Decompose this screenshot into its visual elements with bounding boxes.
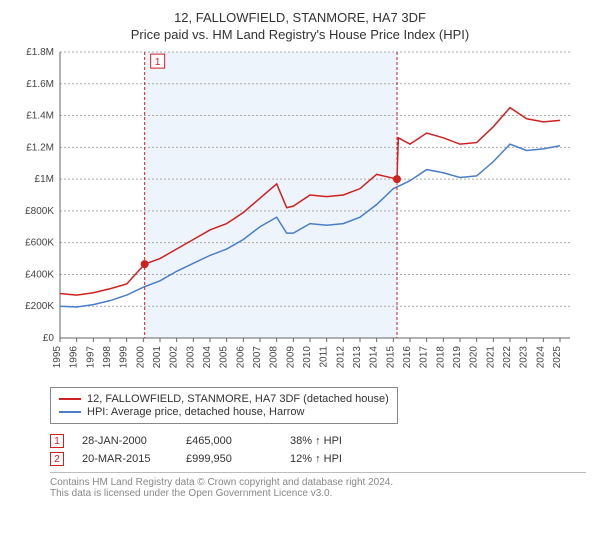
legend-swatch [59,398,81,400]
legend-label: 12, FALLOWFIELD, STANMORE, HA7 3DF (deta… [87,393,389,405]
legend-label: HPI: Average price, detached house, Harr… [87,406,304,418]
svg-text:£1M: £1M [35,174,54,185]
sale-price: £999,950 [186,453,272,465]
svg-text:2015: 2015 [385,346,396,369]
svg-text:1997: 1997 [85,346,96,369]
svg-text:2009: 2009 [285,346,296,369]
legend-row: 12, FALLOWFIELD, STANMORE, HA7 3DF (deta… [59,393,389,405]
svg-text:£600K: £600K [25,238,54,249]
svg-text:2003: 2003 [185,346,196,369]
svg-text:£400K: £400K [25,269,54,280]
svg-text:2016: 2016 [402,346,413,369]
svg-text:2020: 2020 [469,346,480,369]
sale-date: 20-MAR-2015 [82,453,168,465]
svg-text:£0: £0 [43,333,55,344]
sale-badge: 1 [50,434,64,448]
footer-line-1: Contains HM Land Registry data © Crown c… [50,477,586,488]
page-title: 12, FALLOWFIELD, STANMORE, HA7 3DF [14,10,586,25]
legend-row: HPI: Average price, detached house, Harr… [59,406,389,418]
legend: 12, FALLOWFIELD, STANMORE, HA7 3DF (deta… [50,387,398,424]
svg-text:2007: 2007 [252,346,263,369]
svg-text:1998: 1998 [102,346,113,369]
svg-text:1: 1 [155,57,161,68]
svg-text:2008: 2008 [269,346,280,369]
sale-badge: 2 [50,452,64,466]
svg-text:2018: 2018 [435,346,446,369]
svg-text:2021: 2021 [485,346,496,369]
svg-text:2025: 2025 [552,346,563,369]
page-subtitle: Price paid vs. HM Land Registry's House … [14,27,586,42]
sale-delta: 38% ↑ HPI [290,435,376,447]
svg-text:2023: 2023 [519,346,530,369]
svg-text:£800K: £800K [25,206,54,217]
svg-text:2022: 2022 [502,346,513,369]
footer: Contains HM Land Registry data © Crown c… [50,472,586,499]
svg-text:2006: 2006 [235,346,246,369]
sale-date: 28-JAN-2000 [82,435,168,447]
svg-text:2012: 2012 [335,346,346,369]
svg-text:2024: 2024 [535,346,546,369]
svg-text:£1.4M: £1.4M [26,111,54,122]
svg-text:£200K: £200K [25,301,54,312]
svg-text:2001: 2001 [152,346,163,369]
svg-text:2002: 2002 [169,346,180,369]
svg-text:£1.8M: £1.8M [26,48,54,58]
svg-text:1995: 1995 [52,346,63,369]
svg-text:2017: 2017 [419,346,430,369]
svg-text:£1.2M: £1.2M [26,142,54,153]
svg-text:1996: 1996 [69,346,80,369]
svg-text:2005: 2005 [219,346,230,369]
price-chart: £0 £200K £400K £600K £800K £1M £1.2M £1.4M £1.6M… [14,48,586,381]
sale-row: 1 28-JAN-2000 £465,000 38% ↑ HPI [50,434,586,448]
svg-text:2000: 2000 [135,346,146,369]
legend-swatch [59,411,81,413]
sale-delta: 12% ↑ HPI [290,453,376,465]
svg-text:2010: 2010 [302,346,313,369]
footer-line-2: This data is licensed under the Open Gov… [50,488,586,499]
sale-price: £465,000 [186,435,272,447]
sale-row: 2 20-MAR-2015 £999,950 12% ↑ HPI [50,452,586,466]
svg-text:2014: 2014 [369,346,380,369]
svg-text:2019: 2019 [452,346,463,369]
svg-text:1999: 1999 [119,346,130,369]
svg-text:£1.6M: £1.6M [26,79,54,90]
svg-text:2011: 2011 [319,346,330,368]
svg-text:2004: 2004 [202,346,213,369]
svg-text:2013: 2013 [352,346,363,369]
